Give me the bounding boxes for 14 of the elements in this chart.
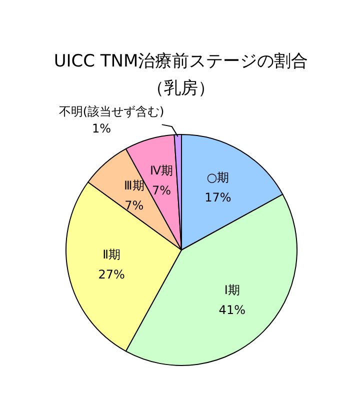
slice-label: Ⅰ期: [224, 282, 240, 297]
slice-label: 不明(該当せず含む): [58, 104, 164, 119]
data-label: 27%: [98, 268, 125, 282]
slice-label: ○期: [206, 170, 230, 184]
data-label: 7%: [124, 198, 144, 212]
data-label: 1%: [92, 122, 112, 136]
slice-label: Ⅱ期: [102, 248, 121, 262]
data-label: 7%: [152, 183, 172, 198]
data-label: 17%: [204, 190, 232, 204]
slice-label: Ⅲ期: [124, 178, 144, 192]
chart-title: UICC TNM治療前ステージの割合: [54, 51, 308, 72]
slice-label: Ⅳ期: [150, 163, 174, 178]
chart-subtitle: （乳房）: [147, 78, 215, 98]
data-label: 41%: [218, 302, 246, 317]
